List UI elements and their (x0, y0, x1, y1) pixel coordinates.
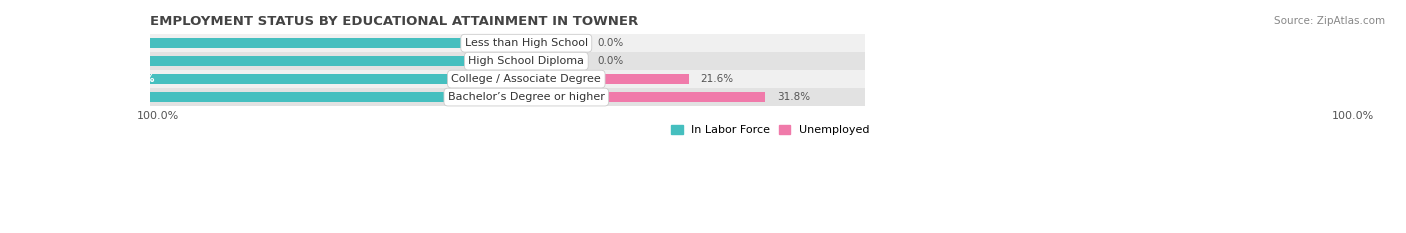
Bar (0, 92, 526, 102)
Text: 81.5%: 81.5% (79, 38, 115, 48)
Text: 96.8%: 96.8% (0, 56, 35, 66)
Text: College / Associate Degree: College / Associate Degree (451, 74, 602, 84)
Bar (0, 56, 526, 66)
Bar (0, 88, 865, 106)
Bar (0, 38, 526, 48)
Text: 0.0%: 0.0% (598, 38, 624, 48)
Text: High School Diploma: High School Diploma (468, 56, 585, 66)
Legend: In Labor Force, Unemployed: In Labor Force, Unemployed (666, 121, 875, 140)
Text: 31.8%: 31.8% (776, 92, 810, 102)
Bar (0, 74, 526, 84)
Text: EMPLOYMENT STATUS BY EDUCATIONAL ATTAINMENT IN TOWNER: EMPLOYMENT STATUS BY EDUCATIONAL ATTAINM… (150, 15, 638, 28)
Text: 74.0%: 74.0% (118, 74, 155, 84)
Bar (526, 38, 586, 48)
Bar (526, 74, 689, 84)
Text: Source: ZipAtlas.com: Source: ZipAtlas.com (1274, 16, 1385, 26)
Text: Less than High School: Less than High School (465, 38, 588, 48)
Text: 0.0%: 0.0% (598, 56, 624, 66)
Bar (0, 70, 865, 88)
Bar (526, 92, 765, 102)
Bar (0, 34, 865, 52)
Bar (0, 52, 865, 70)
Text: Bachelor’s Degree or higher: Bachelor’s Degree or higher (449, 92, 605, 102)
Text: 95.7%: 95.7% (4, 92, 41, 102)
Bar (526, 56, 586, 66)
Text: 21.6%: 21.6% (700, 74, 733, 84)
